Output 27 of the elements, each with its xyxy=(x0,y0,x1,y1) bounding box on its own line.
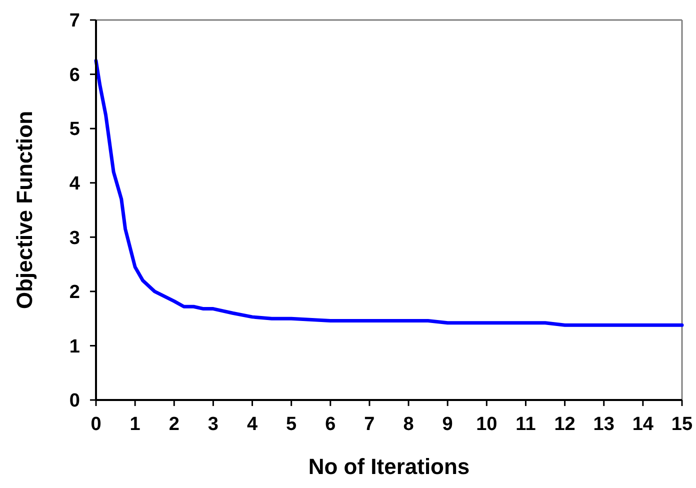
x-tick-label: 0 xyxy=(90,414,102,435)
x-tick-label: 13 xyxy=(593,414,614,435)
y-tick-label: 7 xyxy=(69,10,80,32)
x-tick-label: 14 xyxy=(632,414,654,435)
y-tick-label: 5 xyxy=(69,119,80,140)
x-tick-label: 9 xyxy=(442,414,453,435)
y-tick-label: 2 xyxy=(69,282,80,304)
y-tick-label: 4 xyxy=(69,174,80,195)
x-tick-label: 6 xyxy=(325,414,336,435)
x-tick-label: 1 xyxy=(130,414,141,435)
x-tick-label: 7 xyxy=(364,414,375,435)
x-tick-label: 11 xyxy=(516,414,536,435)
y-tick-label: 0 xyxy=(69,390,80,412)
x-tick-label: 10 xyxy=(476,414,498,435)
x-tick-label: 8 xyxy=(403,414,414,435)
y-tick-label: 6 xyxy=(69,64,80,86)
x-axis-title: No of Iterations xyxy=(308,454,470,479)
x-tick-label: 2 xyxy=(168,414,180,435)
y-tick-label: 1 xyxy=(69,336,80,358)
x-tick-label: 4 xyxy=(246,414,258,435)
x-tick-label: 5 xyxy=(286,414,298,435)
x-tick-label: 12 xyxy=(554,414,576,435)
line-series xyxy=(94,58,684,327)
x-tick-label: 3 xyxy=(208,414,218,435)
x-tick-label: 15 xyxy=(671,414,693,435)
y-axis-title: Objective Function xyxy=(12,110,37,310)
y-tick-label: 3 xyxy=(69,228,80,249)
